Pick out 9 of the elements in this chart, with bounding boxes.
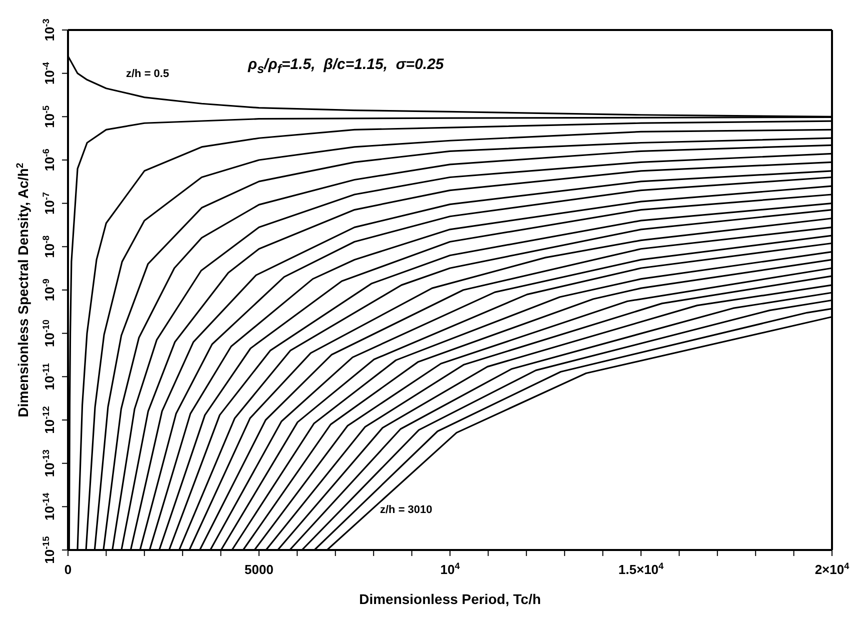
text: ρ$_{s}$/ρ$_{f}$=1.5, β/c=1.15, σ=0.25 xyxy=(248,56,444,76)
x-tick-label: 0 xyxy=(64,562,72,577)
x-tick-label: 1.5×10$^{4}$ xyxy=(618,561,665,577)
x-tick-label: 2×10$^{4}$ xyxy=(814,561,850,577)
annotation: z/h = 0.5 xyxy=(126,68,170,80)
x-tick-label: 10$^{4}$ xyxy=(440,561,461,577)
x-tick-label: 5000 xyxy=(244,562,274,577)
x-axis-title: Dimensionless Period, Tc/h xyxy=(359,591,541,607)
annotation: z/h = 3010 xyxy=(380,504,432,516)
